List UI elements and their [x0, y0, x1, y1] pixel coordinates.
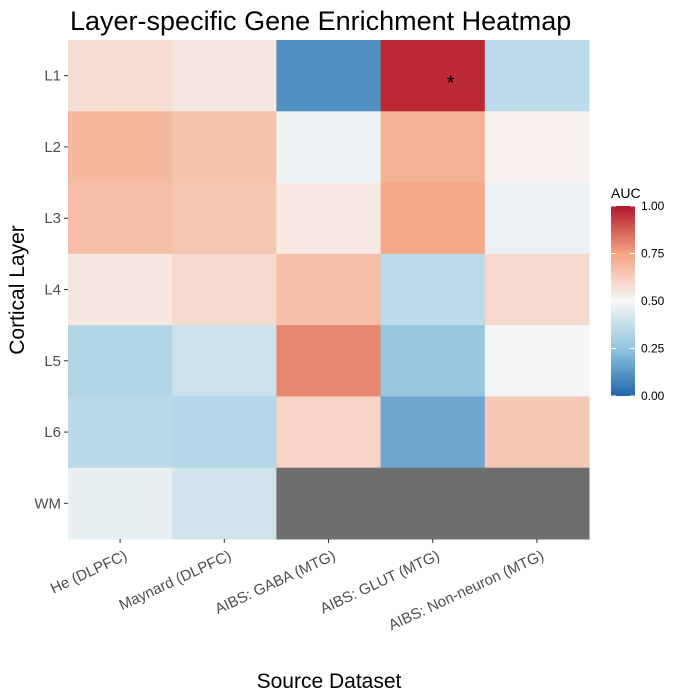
y-tick-label: L3 [44, 210, 61, 227]
legend-tick-label: 0.25 [641, 342, 665, 356]
heatmap-cell-l5-5 [484, 325, 590, 397]
legend-title: AUC [611, 185, 641, 201]
y-tick-label: WM [34, 495, 61, 512]
heatmap-cell-l5-1 [68, 325, 173, 397]
heatmap-cell-l6-3 [276, 396, 382, 469]
heatmap-cell-l6-4 [380, 396, 486, 469]
heatmap-cell-wm-4 [380, 467, 486, 540]
heatmap-cell-l3-2 [172, 182, 277, 255]
heatmap-cell-l6-2 [172, 396, 277, 469]
heatmap-cell-l4-2 [172, 253, 277, 326]
heatmap-cell-l3-1 [68, 182, 173, 255]
y-tick-label: L2 [44, 139, 61, 156]
y-tick-label: L6 [44, 424, 61, 441]
heatmap-cell-l5-3 [276, 325, 382, 397]
heatmap-cell-l3-4 [380, 182, 486, 255]
heatmap-cell-l6-5 [484, 396, 590, 469]
y-tick-label: L4 [44, 282, 61, 299]
heatmap-cell-wm-5 [484, 467, 590, 540]
legend-tick-label: 1.00 [641, 199, 665, 213]
x-axis-title: Source Dataset [257, 670, 402, 693]
heatmap-cell-l4-3 [276, 253, 382, 326]
heatmap-cell-l1-5 [484, 40, 590, 112]
significance-marker: * [447, 73, 455, 95]
heatmap-cell-l4-5 [484, 253, 590, 326]
heatmap-cells [68, 40, 590, 540]
heatmap-cell-l2-1 [68, 111, 173, 184]
heatmap-cell-wm-1 [68, 467, 173, 540]
heatmap-cell-l3-5 [484, 182, 590, 255]
heatmap-cell-l6-1 [68, 396, 173, 469]
color-legend: AUC 1.00 0.75 0.50 0.25 0.00 [611, 185, 665, 403]
chart-title: Layer-specific Gene Enrichment Heatmap [70, 6, 571, 36]
heatmap-cell-wm-3 [276, 467, 382, 540]
heatmap-cell-l2-3 [276, 111, 382, 184]
heatmap-cell-l2-2 [172, 111, 277, 184]
y-axis-ticks: L1 L2 L3 L4 L5 L6 WM [34, 68, 68, 512]
heatmap-cell-l5-2 [172, 325, 277, 397]
legend-tick-label: 0.00 [641, 389, 665, 403]
heatmap-cell-l2-5 [484, 111, 590, 184]
x-axis-ticks: He (DLPFC)Maynard (DLPFC)AIBS: GABA (MTG… [48, 539, 547, 634]
heatmap-annotations: * [447, 73, 455, 95]
heatmap-cell-l4-1 [68, 253, 173, 326]
y-axis-title: Cortical Layer [6, 225, 29, 355]
heatmap-cell-wm-2 [172, 467, 277, 540]
heatmap-cell-l2-4 [380, 111, 486, 184]
legend-tick-label: 0.75 [641, 247, 665, 261]
y-tick-label: L1 [44, 68, 61, 85]
heatmap-cell-l5-4 [380, 325, 486, 397]
heatmap-cell-l3-3 [276, 182, 382, 255]
heatmap-cell-l1-1 [68, 40, 173, 112]
y-tick-label: L5 [44, 353, 61, 370]
heatmap-cell-l1-2 [172, 40, 277, 112]
x-tick-label: He (DLPFC) [48, 547, 130, 597]
heatmap-cell-l1-4 [380, 40, 486, 112]
legend-tick-label: 0.50 [641, 294, 665, 308]
heatmap-cell-l4-4 [380, 253, 486, 326]
heatmap-cell-l1-3 [276, 40, 382, 112]
